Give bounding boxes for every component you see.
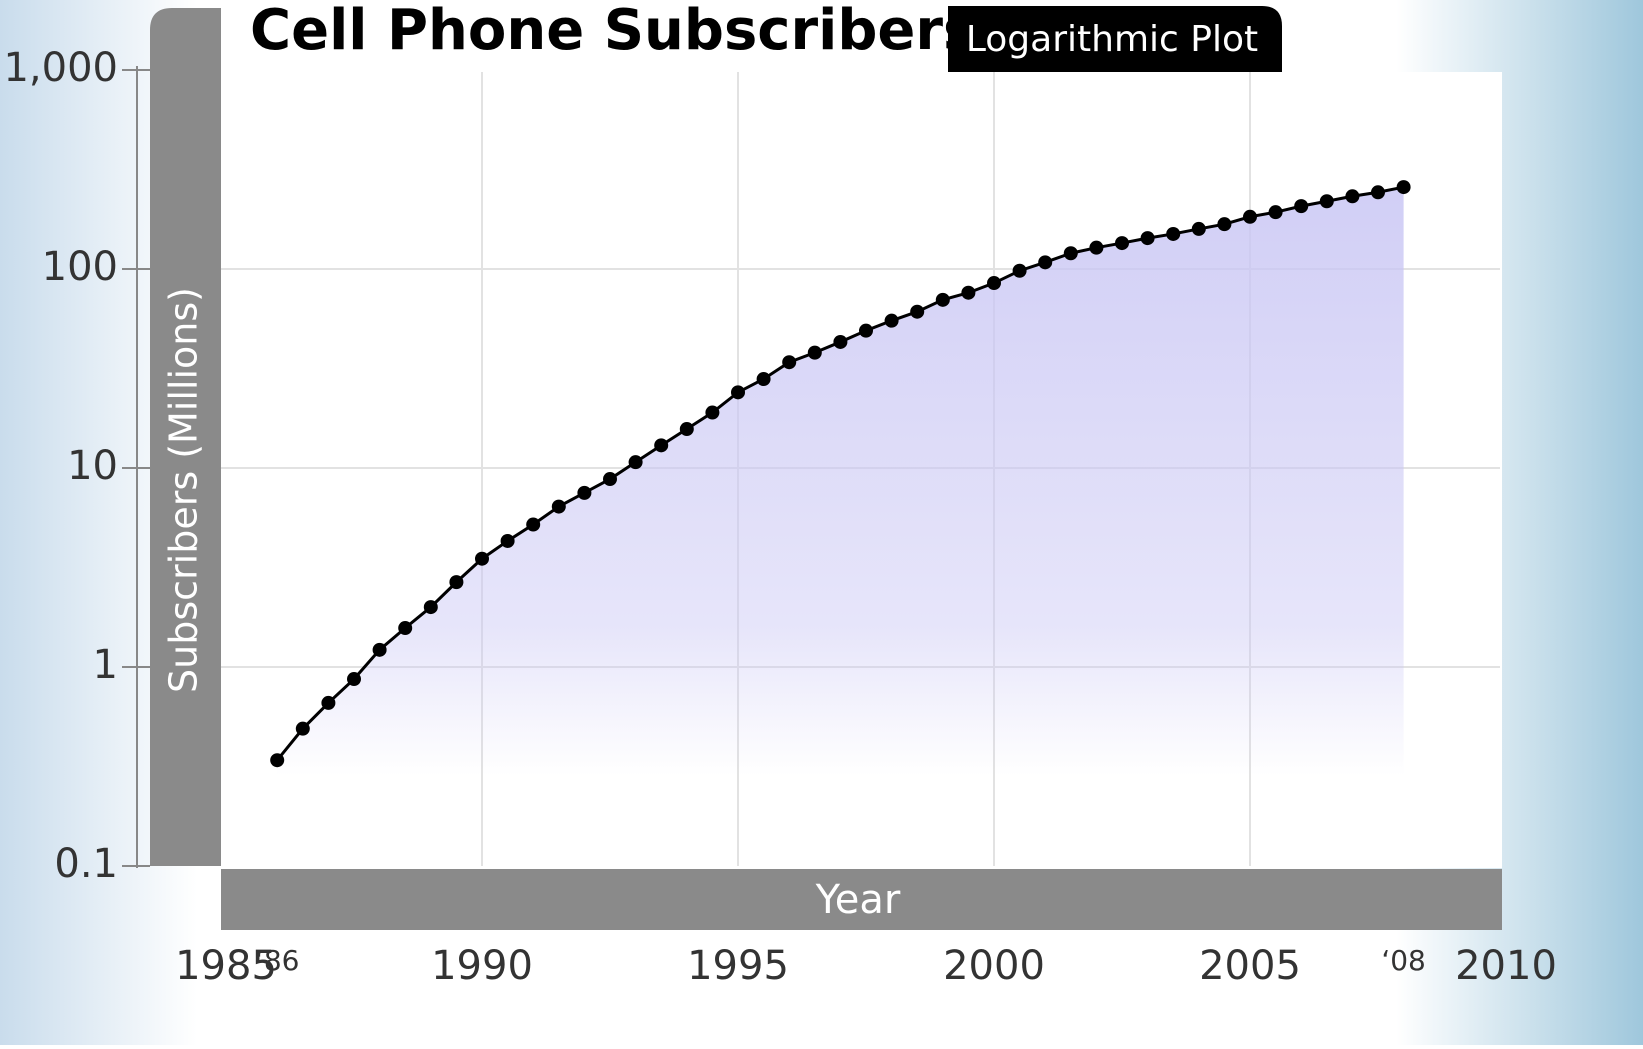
- area: [277, 187, 1404, 777]
- point: [347, 672, 361, 687]
- y-axis-label: Subscribers (Millions): [162, 287, 206, 693]
- point: [1294, 199, 1309, 214]
- subtitle-box: [948, 6, 1282, 72]
- x-tick-label: 2000: [943, 943, 1045, 989]
- point: [270, 753, 285, 768]
- point: [833, 334, 848, 349]
- point: [603, 472, 617, 487]
- point: [884, 313, 899, 328]
- point: [449, 575, 464, 590]
- x-tick-label: 1985: [175, 943, 277, 989]
- point: [1166, 226, 1181, 241]
- point: [1089, 240, 1104, 255]
- x-tick-label: ‘08: [1381, 944, 1426, 977]
- point: [526, 517, 541, 532]
- chart-subtitle: Logarithmic Plot: [966, 19, 1258, 60]
- point: [1345, 189, 1360, 204]
- point: [500, 533, 515, 548]
- point: [1371, 185, 1385, 200]
- point: [1319, 194, 1334, 209]
- point: [987, 276, 1001, 291]
- point: [295, 721, 310, 736]
- chart-title: Cell Phone Subscribers: [250, 0, 976, 63]
- x-tick-label: 1990: [431, 943, 533, 989]
- point: [1191, 221, 1206, 236]
- point: [551, 499, 566, 514]
- point: [935, 292, 950, 307]
- point: [1268, 205, 1283, 220]
- point: [1012, 263, 1027, 278]
- point: [628, 455, 643, 470]
- x-tick-label: 2005: [1199, 943, 1301, 989]
- point: [731, 385, 745, 400]
- point: [679, 422, 694, 437]
- point: [423, 600, 438, 615]
- y-tick-label: 100: [42, 244, 118, 290]
- point: [756, 372, 771, 387]
- x-label-bar: [221, 869, 1502, 930]
- point: [398, 621, 413, 636]
- point: [807, 345, 822, 360]
- point: [321, 695, 336, 710]
- x-tick-label: 2010: [1455, 943, 1557, 989]
- point: [1140, 231, 1155, 246]
- point: [782, 355, 797, 370]
- point: [1063, 246, 1078, 261]
- y-tick-label: 0.1: [54, 841, 118, 887]
- point: [1217, 217, 1232, 232]
- point: [1038, 255, 1053, 270]
- point: [577, 485, 592, 500]
- x-tick-label: ‘86: [255, 944, 300, 977]
- marks: [270, 180, 1411, 777]
- point: [1115, 236, 1129, 251]
- x-axis-label: Year: [815, 877, 901, 923]
- point: [1243, 209, 1257, 224]
- point: [1396, 180, 1411, 195]
- point: [475, 551, 489, 566]
- x-tick-label: 1995: [687, 943, 789, 989]
- y-tick-label: 1,000: [3, 45, 118, 91]
- y-tick-label: 10: [67, 443, 118, 489]
- y-label-bar: [150, 8, 221, 866]
- point: [705, 405, 720, 420]
- point: [859, 323, 873, 338]
- y-tick-label: 1: [93, 642, 118, 688]
- point: [654, 438, 669, 453]
- point: [372, 642, 387, 657]
- point: [961, 285, 976, 300]
- point: [910, 304, 925, 319]
